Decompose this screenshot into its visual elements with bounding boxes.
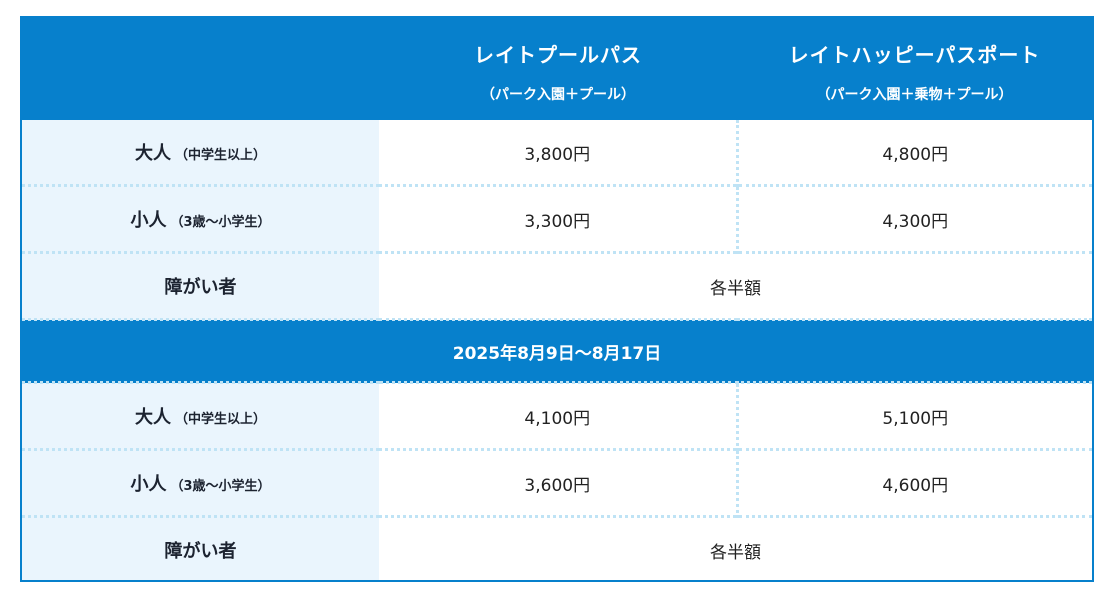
row-note: （3歳〜小学生） (170, 479, 271, 494)
table-row: 小人 （3歳〜小学生） 3,600円 4,600円 (22, 448, 1092, 517)
table-row: 大人 （中学生以上） 3,800円 4,800円 (22, 120, 1092, 186)
header-row: レイトプールパス （パーク入園＋プール） レイトハッピーパスポート （パーク入園… (22, 18, 1092, 120)
table-row: 小人 （3歳〜小学生） 3,300円 4,300円 (22, 184, 1092, 253)
row-label: 障がい者 (164, 277, 237, 298)
pass-name: レイトプールパス (474, 42, 642, 67)
row-label-child: 小人 （3歳〜小学生） (22, 448, 379, 517)
table-row: 障がい者 各半額 (22, 515, 1092, 580)
price-cell: 4,100円 (379, 382, 739, 450)
row-label-adult: 大人 （中学生以上） (22, 382, 379, 450)
header-late-pool-pass: レイトプールパス （パーク入園＋プール） (379, 18, 737, 120)
row-label: 小人 (130, 210, 167, 231)
header-late-happy-passport: レイトハッピーパスポート （パーク入園＋乗物＋プール） (737, 18, 1092, 120)
row-label: 大人 (134, 143, 171, 164)
row-label: 障がい者 (164, 541, 237, 562)
row-note: （中学生以上） (174, 412, 266, 427)
row-note: （中学生以上） (174, 148, 266, 163)
pass-description: （パーク入園＋プール） (481, 86, 635, 103)
period-title: 2025年8月9日〜8月17日 (22, 318, 1092, 384)
merged-price-cell: 各半額 (379, 515, 1092, 580)
price-table: レイトプールパス （パーク入園＋プール） レイトハッピーパスポート （パーク入園… (22, 18, 1092, 580)
price-table-container: レイトプールパス （パーク入園＋プール） レイトハッピーパスポート （パーク入園… (20, 16, 1094, 582)
price-cell: 3,800円 (379, 120, 739, 186)
pass-name: レイトハッピーパスポート (788, 42, 1041, 67)
header-empty-cell (22, 18, 379, 120)
row-label-adult: 大人 （中学生以上） (22, 120, 379, 186)
pass-description: （パーク入園＋乗物＋プール） (816, 86, 1013, 103)
row-label: 小人 (130, 474, 167, 495)
price-cell: 4,300円 (737, 184, 1092, 253)
price-cell: 3,300円 (379, 184, 739, 253)
price-cell: 4,600円 (737, 448, 1092, 517)
section-header-row: 2025年8月9日〜8月17日 (22, 318, 1092, 384)
row-label-disabled: 障がい者 (22, 515, 379, 580)
row-label: 大人 (134, 407, 171, 428)
table-row: 障がい者 各半額 (22, 251, 1092, 320)
row-label-child: 小人 （3歳〜小学生） (22, 184, 379, 253)
price-cell: 4,800円 (737, 120, 1092, 186)
merged-price-cell: 各半額 (379, 251, 1092, 320)
price-cell: 3,600円 (379, 448, 739, 517)
row-label-disabled: 障がい者 (22, 251, 379, 320)
row-note: （3歳〜小学生） (170, 215, 271, 230)
table-row: 大人 （中学生以上） 4,100円 5,100円 (22, 382, 1092, 450)
price-cell: 5,100円 (737, 382, 1092, 450)
